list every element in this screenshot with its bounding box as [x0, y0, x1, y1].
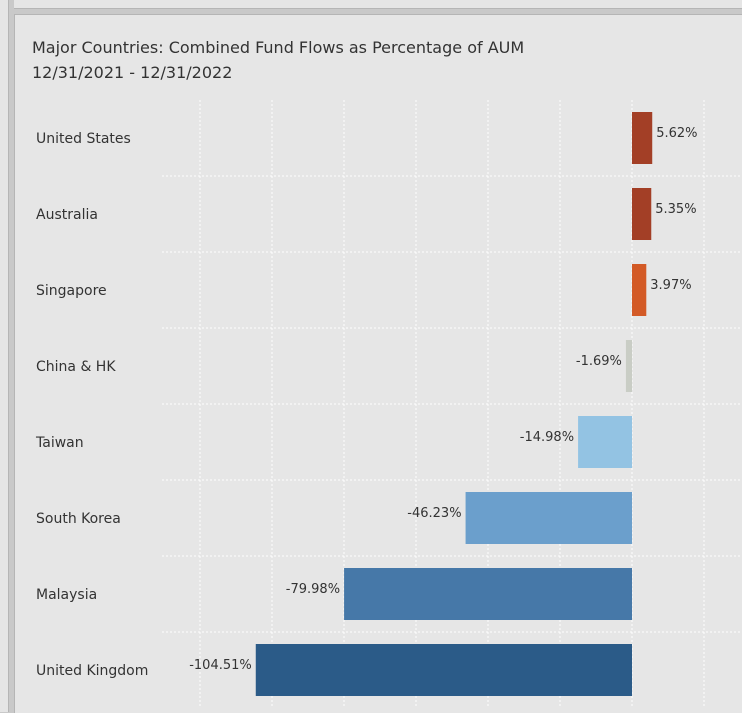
data-label: 5.35% [655, 202, 696, 217]
data-label: -79.98% [286, 582, 340, 597]
data-label: -46.23% [407, 506, 461, 521]
category-label: Malaysia [36, 587, 97, 603]
chart-subtitle: 12/31/2021 - 12/31/2022 [32, 63, 233, 82]
data-label: 5.62% [656, 126, 697, 141]
chart-title: Major Countries: Combined Fund Flows as … [32, 38, 525, 57]
bar[interactable] [632, 188, 652, 240]
data-label: -104.51% [189, 658, 252, 673]
data-label: -1.69% [576, 354, 622, 369]
category-label: Taiwan [35, 435, 84, 451]
category-label: South Korea [36, 511, 121, 527]
data-label: -14.98% [520, 430, 574, 445]
data-label: 3.97% [650, 278, 691, 293]
bar[interactable] [632, 112, 653, 164]
bar[interactable] [632, 264, 647, 316]
bar[interactable] [465, 492, 632, 544]
category-label: United States [36, 131, 131, 147]
top-panel-edge [14, 0, 742, 9]
left-panel-edge [0, 0, 9, 712]
category-label: Singapore [36, 283, 107, 299]
category-label: United Kingdom [36, 663, 148, 679]
bar[interactable] [255, 644, 633, 696]
category-label: Australia [36, 207, 98, 223]
bar[interactable] [625, 340, 632, 392]
bar[interactable] [578, 416, 632, 468]
category-label: China & HK [36, 359, 116, 375]
bar[interactable] [344, 568, 632, 620]
